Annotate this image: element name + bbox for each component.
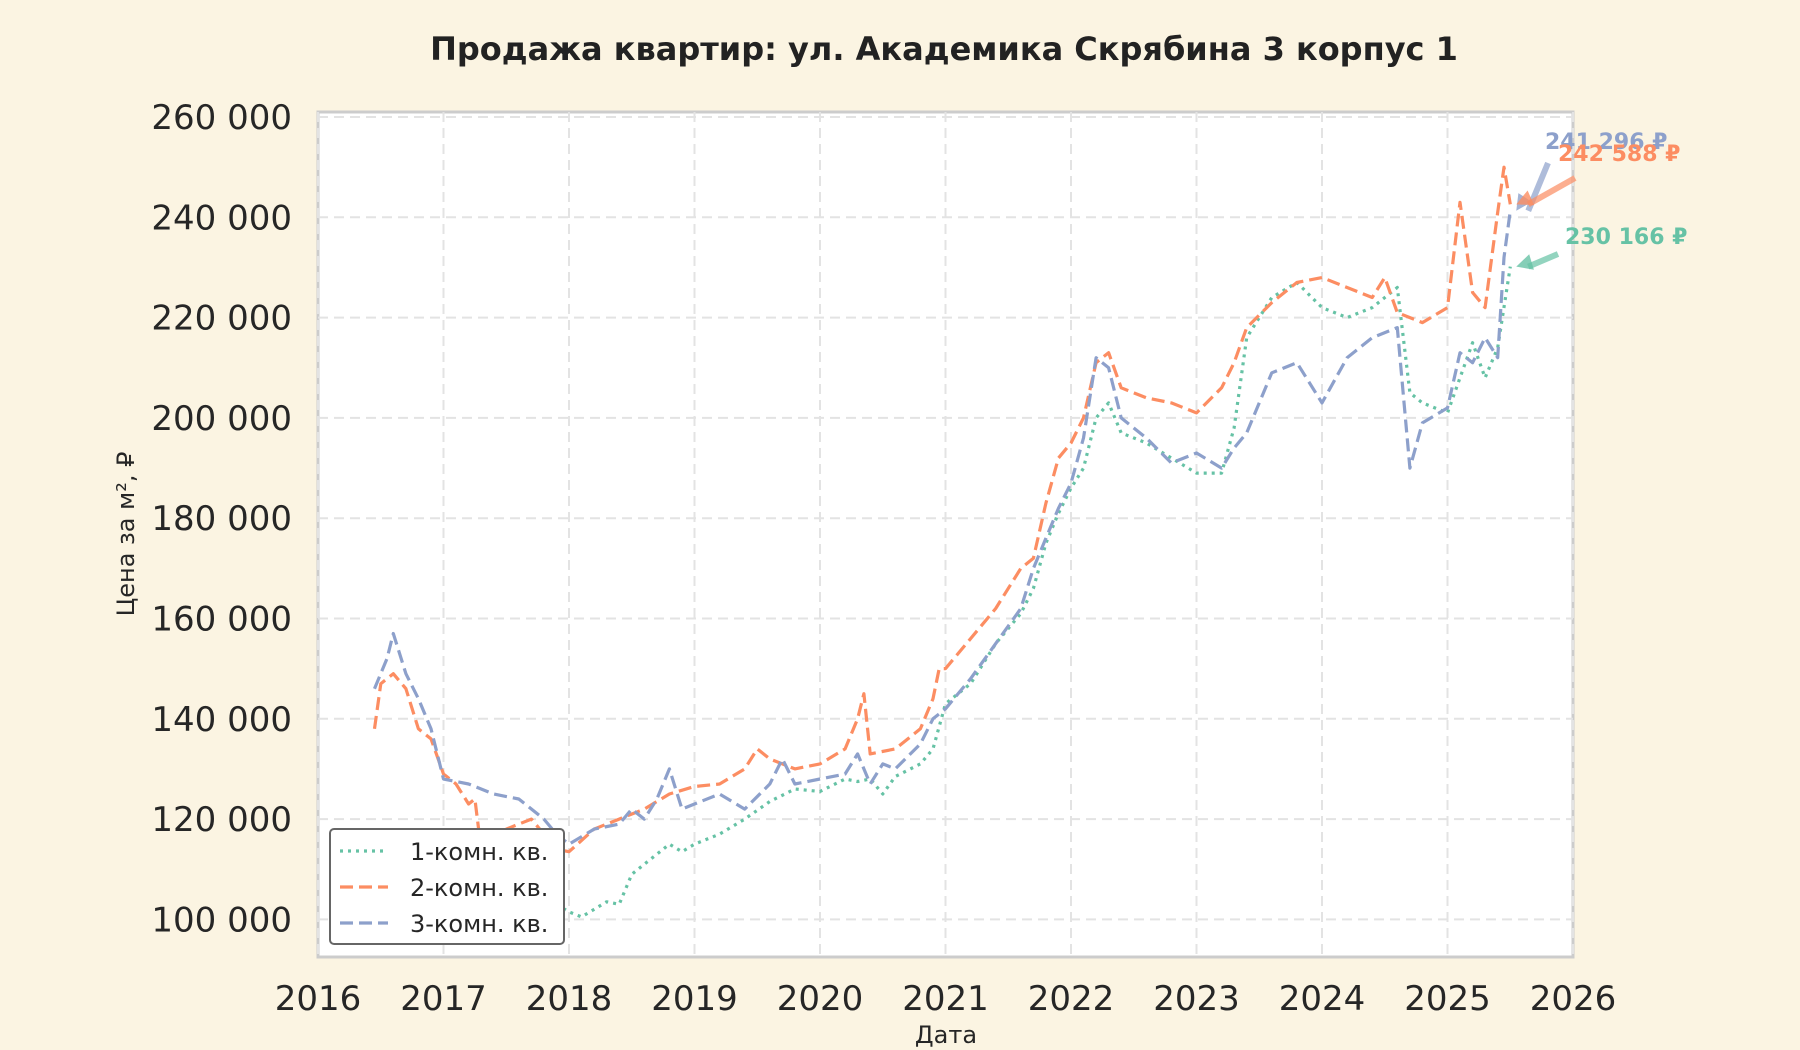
x-tick-label: 2023 [1153, 979, 1240, 1019]
x-tick-label: 2018 [526, 979, 613, 1019]
x-tick-label: 2020 [777, 979, 864, 1019]
x-tick-label: 2022 [1028, 979, 1115, 1019]
legend-label: 1-комн. кв. [410, 838, 548, 866]
annotation-arrow [1527, 251, 1560, 270]
x-tick-label: 2021 [902, 979, 989, 1019]
y-tick-label: 200 000 [151, 399, 292, 439]
annotation-label: 241 296 ₽ [1545, 130, 1667, 155]
x-axis-label: Дата [915, 1021, 977, 1049]
x-tick-label: 2017 [400, 979, 487, 1019]
y-tick-label: 180 000 [151, 499, 292, 539]
x-tick-label: 2025 [1404, 979, 1491, 1019]
x-tick-label: 2016 [275, 979, 362, 1019]
legend-box [329, 828, 565, 945]
y-tick-label: 240 000 [151, 198, 292, 238]
annotation-arrow [1526, 175, 1577, 207]
y-tick-label: 140 000 [151, 700, 292, 740]
series-line-2 [372, 165, 1512, 854]
x-tick-label: 2024 [1279, 979, 1366, 1019]
annotation-label: 230 166 ₽ [1565, 225, 1687, 250]
x-tick-label: 2026 [1530, 979, 1617, 1019]
y-tick-label: 220 000 [151, 299, 292, 339]
legend-label: 3-комн. кв. [410, 910, 548, 938]
y-tick-label: 260 000 [151, 98, 292, 138]
annotation-label: 242 588 ₽ [1558, 142, 1680, 167]
legend: 1-комн. кв. 2-комн. кв. 3-комн. кв. [329, 828, 565, 945]
y-axis-label: Цена за м², ₽ [112, 452, 140, 617]
annotations: 241 296 ₽242 588 ₽ 230 166 ₽ [1516, 130, 1687, 270]
legend-label: 2-комн. кв. [410, 874, 548, 902]
y-tick-label: 160 000 [151, 599, 292, 639]
chart-title: Продажа квартир: ул. Академика Скрябина … [430, 30, 1458, 68]
annotation-arrowhead [1516, 254, 1534, 270]
y-tick-label: 100 000 [151, 900, 292, 940]
series-line-1 [555, 266, 1512, 919]
x-tick-label: 2019 [651, 979, 738, 1019]
gridlines [317, 112, 1574, 957]
annotation-arrowhead [1516, 190, 1535, 206]
y-axis-ticks: 100 000 120 000 140 000 160 000 180 000 200 0… [151, 98, 292, 940]
y-tick-label: 120 000 [151, 800, 292, 840]
x-axis-ticks: 2016 2017 2018 2019 2020 2021 2022 2023 2024 2025… [275, 979, 1617, 1019]
